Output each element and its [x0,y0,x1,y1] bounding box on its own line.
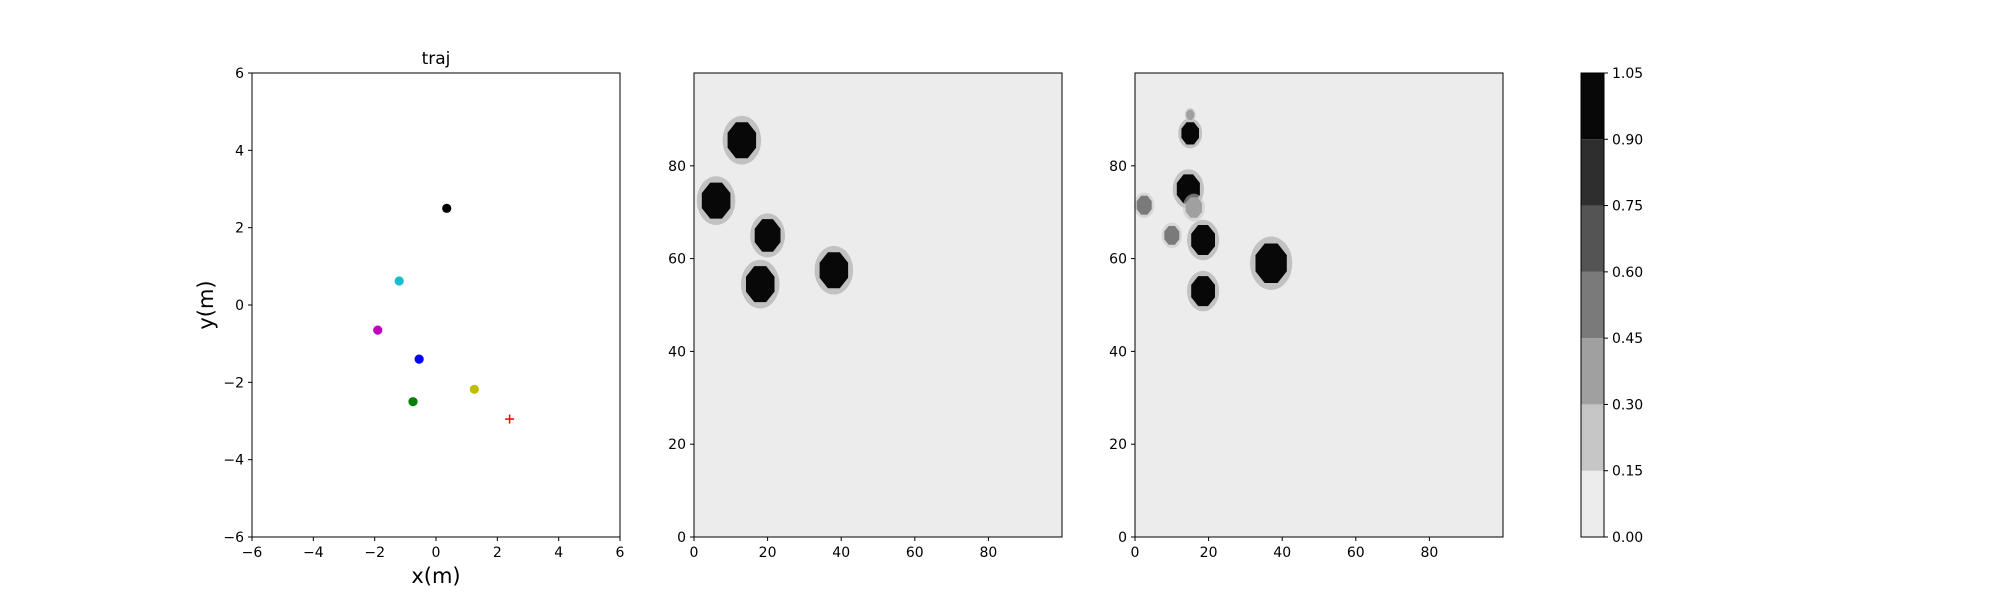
colorbar-tick-label: 0.75 [1612,199,1643,215]
map2-frame [1134,72,1504,538]
map1-x-tick-label: 80 [979,545,997,561]
colorbar-band-4 [1581,205,1604,272]
x-tick-label: −6 [242,545,263,561]
y-axis-label: y(m) [194,280,218,329]
ground-truth-map: 0 20 40 60 80 0 20 40 60 80 [668,72,1063,561]
traj-plot-frame [251,72,621,538]
y-tick-label: 4 [235,143,244,159]
scatter-point-0 [442,203,452,213]
map2-blob-5 [1164,226,1180,245]
y-tick-label: 6 [235,66,244,82]
colorbar-band-2 [1581,338,1604,405]
map2-x-tick-label: 40 [1273,545,1291,561]
map2-blob-8 [1255,243,1287,283]
trajectory-plot: −6−6 −4 −4 −2 −2 0 0 2 2 4 4 6 6 traj x(m) y(m) [194,49,625,588]
map2-blob-7 [1191,276,1215,307]
map2-blob-0 [1181,122,1199,145]
colorbar-tick-label: 0.30 [1612,397,1643,413]
y-tick-label: −2 [223,375,244,391]
scatter-point-1 [394,276,404,286]
map1-blob-3 [746,266,775,303]
map2-y-tick-label: 60 [1109,252,1127,268]
map1-blob-1 [701,182,731,219]
x-tick-label: 4 [554,545,563,561]
colorbar-band-3 [1581,271,1604,339]
scatter-point-4 [469,384,479,394]
colorbar-frame [1580,72,1605,538]
map1-y-tick-label: 40 [668,344,686,360]
colorbar-band-0 [1581,470,1604,537]
chart-title: traj [422,49,451,69]
map2-y-tick-label: 20 [1109,437,1127,453]
colorbar-tick-label: 0.15 [1612,464,1643,480]
map2-x-tick-label: 20 [1200,545,1218,561]
map1-blob-4 [819,252,849,289]
map2-y-tick-label: 80 [1109,159,1127,175]
colorbar-tick-label: 1.05 [1612,66,1643,82]
map1-x-tick-label: 60 [906,545,924,561]
map1-y-tick-label: 60 [668,252,686,268]
colorbar: 0.00 0.15 0.30 0.45 0.60 0.75 0.90 1.05 [1580,66,1643,546]
map1-blob-0 [727,122,757,159]
colorbar-band-5 [1581,139,1604,206]
colorbar-band-1 [1581,404,1604,471]
colorbar-tick-label: 0.60 [1612,265,1643,281]
y-tick-label: 2 [235,221,244,237]
y-tick-label: 0 [235,298,244,314]
map1-x-tick-label: 40 [832,545,850,561]
map2-x-tick-label: 60 [1347,545,1365,561]
scatter-point-3 [414,354,424,364]
map1-x-tick-label: 0 [690,545,699,561]
x-tick-label: −2 [364,545,385,561]
goal-marker [505,414,515,424]
map2-blob-1 [1186,109,1195,120]
map1-y-tick-label: 20 [668,437,686,453]
map1-y-tick-label: 0 [677,530,686,546]
scatter-point-5 [408,397,418,407]
colorbar-tick-label: 0.45 [1612,331,1643,347]
colorbar-band-6 [1581,73,1604,140]
y-tick-label: −4 [223,453,244,469]
colorbar-tick-label: 0.00 [1612,530,1643,546]
map1-x-tick-label: 20 [759,545,777,561]
map1-y-tick-label: 80 [668,159,686,175]
map2-blob-6 [1191,225,1215,255]
x-axis-label: x(m) [411,564,460,588]
predicted-map: 0 20 40 60 80 0 20 40 60 80 [1109,72,1504,561]
map1-blob-2 [754,219,781,252]
x-tick-label: 6 [616,545,625,561]
scatter-point-2 [373,325,383,335]
x-tick-label: −4 [303,545,324,561]
map2-y-tick-label: 0 [1118,530,1127,546]
x-tick-label: 0 [432,545,441,561]
map2-x-tick-label: 0 [1131,545,1140,561]
map2-blob-3 [1185,197,1202,218]
colorbar-tick-label: 0.90 [1612,132,1643,148]
map2-x-tick-label: 80 [1420,545,1438,561]
x-tick-label: 2 [493,545,502,561]
map2-y-tick-label: 40 [1109,344,1127,360]
y-tick-label: −6 [223,530,244,546]
map2-blob-4 [1136,195,1152,215]
map1-frame [693,72,1063,538]
